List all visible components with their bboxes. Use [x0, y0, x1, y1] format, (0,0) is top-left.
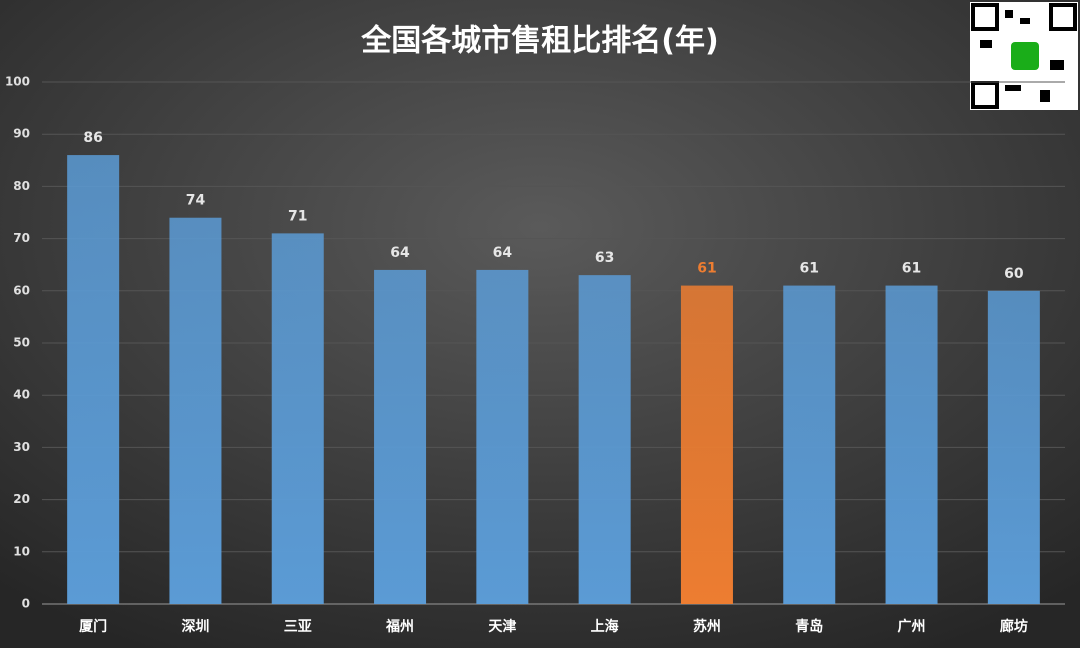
y-tick-label: 70 — [13, 231, 30, 245]
y-tick-label: 100 — [5, 75, 30, 89]
x-tick-label: 深圳 — [181, 618, 209, 635]
y-tick-label: 20 — [13, 492, 30, 506]
bar — [987, 290, 1040, 604]
value-label: 61 — [902, 261, 921, 277]
value-label: 71 — [288, 208, 307, 224]
value-label: 61 — [800, 261, 819, 277]
value-label: 86 — [83, 130, 102, 146]
y-tick-label: 60 — [13, 283, 30, 297]
x-tick-label: 三亚 — [284, 619, 312, 635]
y-tick-label: 0 — [22, 597, 30, 611]
chart-title: 全国各城市售租比排名(年) — [360, 24, 718, 59]
bar — [783, 285, 836, 604]
y-tick-label: 50 — [13, 336, 30, 350]
x-tick-label: 廊坊 — [1000, 618, 1028, 635]
value-label: 63 — [595, 250, 614, 266]
value-label: 64 — [493, 245, 513, 261]
x-tick-label: 天津 — [488, 618, 516, 635]
y-tick-label: 40 — [13, 388, 30, 402]
y-tick-label: 30 — [13, 440, 30, 454]
x-tick-label: 苏州 — [693, 618, 721, 635]
y-tick-label: 10 — [13, 544, 30, 558]
bar — [374, 269, 427, 604]
qr-code — [970, 2, 1078, 110]
bar — [476, 269, 529, 604]
bar — [169, 217, 222, 604]
bar — [271, 233, 324, 604]
y-tick-label: 80 — [13, 179, 30, 193]
bar — [680, 285, 733, 604]
x-tick-label: 福州 — [385, 618, 414, 635]
bar — [67, 155, 120, 604]
value-label: 60 — [1004, 266, 1024, 282]
value-label: 64 — [390, 245, 410, 261]
x-tick-label: 青岛 — [795, 618, 823, 635]
value-label: 61 — [697, 261, 716, 277]
value-label: 74 — [186, 193, 206, 209]
bar — [885, 285, 938, 604]
bar — [578, 275, 631, 604]
x-tick-label: 广州 — [898, 618, 926, 635]
x-tick-label: 上海 — [591, 618, 619, 635]
x-tick-label: 厦门 — [79, 618, 107, 635]
y-tick-label: 90 — [13, 127, 30, 141]
